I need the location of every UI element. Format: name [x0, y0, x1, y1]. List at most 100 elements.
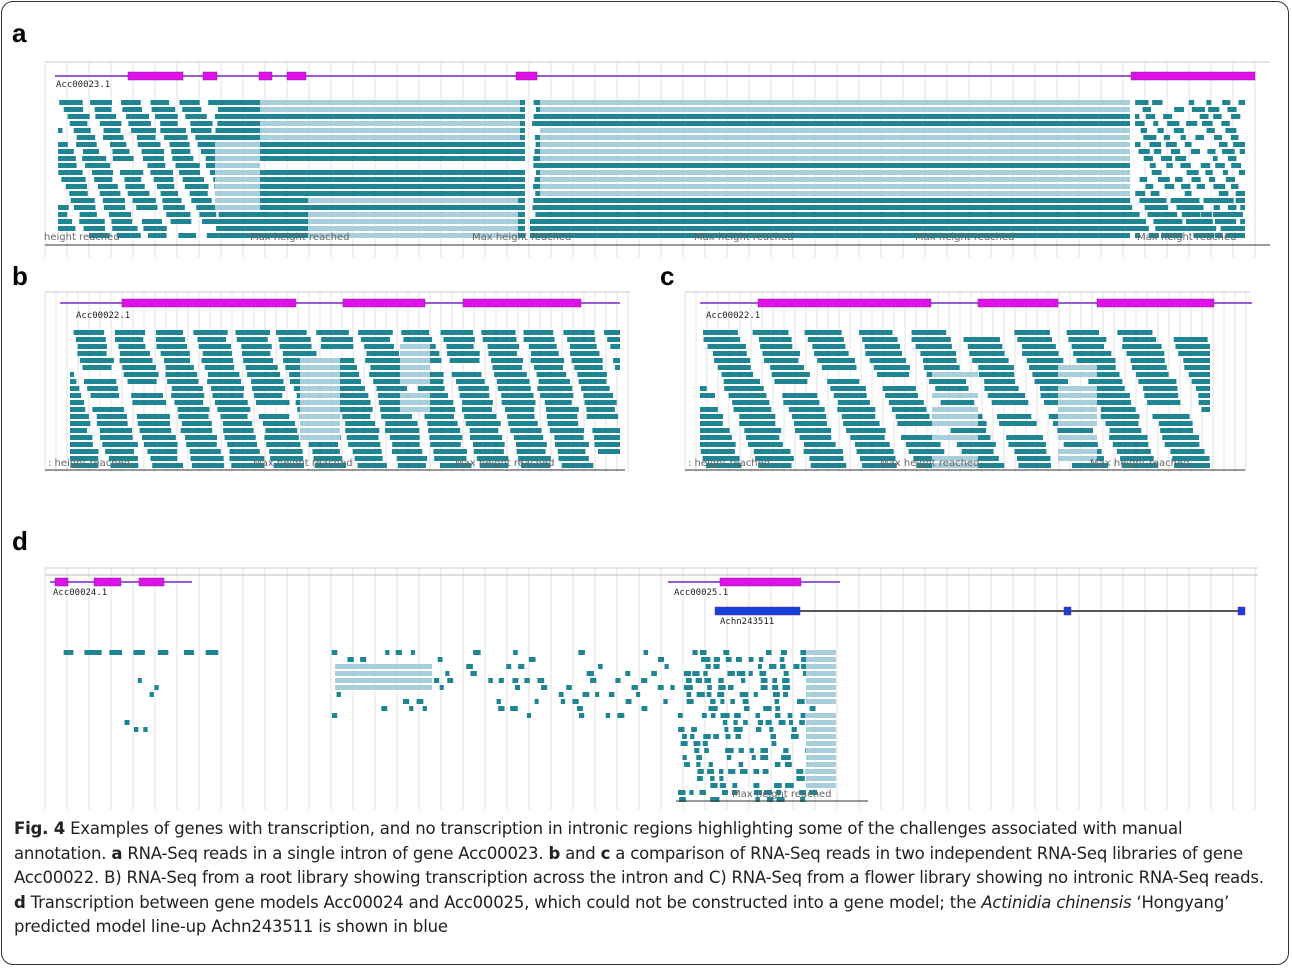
- read: [1216, 212, 1227, 217]
- read: [579, 713, 584, 718]
- read: [458, 386, 488, 391]
- read: [103, 135, 124, 140]
- read: [756, 727, 761, 732]
- read: [156, 330, 183, 335]
- read: [321, 337, 353, 342]
- read: [1201, 163, 1210, 168]
- spliced-read: [400, 365, 430, 370]
- read: [252, 386, 285, 391]
- panel-label: b: [12, 261, 28, 291]
- read: [1017, 337, 1052, 342]
- read: [160, 128, 186, 133]
- read: [1113, 442, 1149, 447]
- read: [789, 407, 825, 412]
- read: [846, 428, 886, 433]
- spliced-read: [932, 407, 978, 412]
- read: [70, 372, 74, 377]
- read: [64, 650, 74, 655]
- read: [97, 421, 128, 426]
- read: [760, 748, 768, 753]
- read: [491, 358, 523, 363]
- read: [870, 358, 906, 363]
- read: [104, 205, 125, 210]
- read: [809, 456, 843, 461]
- read: [739, 421, 775, 426]
- read: [1027, 358, 1063, 363]
- read: [182, 107, 201, 112]
- spliced-read: [335, 678, 432, 683]
- read: [498, 706, 504, 711]
- read: [1201, 407, 1210, 412]
- read: [84, 379, 116, 384]
- read: [744, 706, 750, 711]
- read: [962, 449, 994, 454]
- read: [70, 379, 76, 384]
- read: [452, 372, 482, 377]
- read: [749, 657, 754, 662]
- read: [774, 783, 782, 788]
- read: [280, 344, 312, 349]
- read: [595, 692, 599, 697]
- read: [801, 713, 806, 718]
- read: [162, 198, 181, 203]
- read: [810, 706, 816, 711]
- read: [532, 205, 1130, 210]
- read: [783, 400, 819, 405]
- read: [445, 671, 449, 676]
- read: [441, 330, 474, 335]
- read: [462, 400, 493, 405]
- read: [613, 358, 620, 363]
- read: [724, 379, 760, 384]
- read: [58, 128, 62, 133]
- read: [1163, 114, 1172, 119]
- read: [217, 407, 250, 412]
- read: [789, 720, 793, 725]
- read: [559, 456, 589, 461]
- read: [606, 713, 610, 718]
- read: [772, 741, 777, 746]
- read: [1181, 135, 1186, 140]
- read: [1127, 351, 1165, 356]
- read: [313, 449, 340, 454]
- caption-text: RNA-Seq reads in a single intron of gene…: [122, 844, 548, 863]
- spliced-read: [215, 205, 260, 210]
- read: [217, 205, 525, 210]
- read: [781, 650, 787, 655]
- read: [401, 330, 429, 335]
- read: [151, 100, 170, 105]
- spliced-read: [260, 121, 520, 126]
- read: [76, 142, 97, 147]
- read: [724, 386, 764, 391]
- read: [574, 365, 602, 370]
- read: [837, 407, 875, 412]
- spliced-read: [400, 379, 430, 384]
- read: [754, 449, 791, 454]
- read: [682, 734, 687, 739]
- read: [347, 657, 353, 662]
- gene-label: Acc00022.1: [706, 311, 760, 321]
- exon: [203, 72, 217, 80]
- spliced-read: [806, 755, 836, 760]
- read: [128, 191, 150, 196]
- caption: Fig. 4 Examples of genes with transcript…: [14, 817, 1276, 940]
- read: [720, 713, 729, 718]
- read: [223, 421, 252, 426]
- read: [1240, 149, 1245, 154]
- read: [984, 386, 1018, 391]
- exon: [259, 72, 272, 80]
- read: [524, 678, 530, 683]
- spliced-read: [540, 170, 1130, 175]
- read: [1142, 226, 1149, 231]
- read: [1135, 114, 1139, 119]
- read: [746, 435, 779, 440]
- read: [885, 393, 918, 398]
- read: [964, 337, 1000, 342]
- read: [1018, 463, 1051, 468]
- read: [90, 100, 112, 105]
- read: [572, 358, 603, 363]
- read: [702, 713, 707, 718]
- read: [1158, 177, 1170, 182]
- panel-label: c: [660, 261, 674, 291]
- spliced-read: [215, 156, 260, 161]
- read: [690, 734, 694, 739]
